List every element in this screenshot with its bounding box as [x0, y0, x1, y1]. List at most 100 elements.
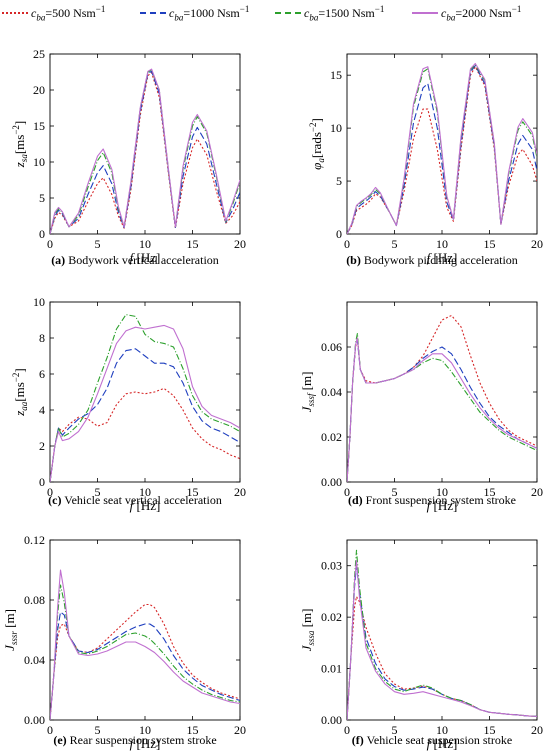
y-tick-label: 0.02 [321, 610, 342, 624]
y-tick-label: 6 [39, 367, 45, 381]
y-tick-label: 15 [330, 68, 342, 82]
chart-panel-a: 0 5 10 15 20 0 5 10 15 20 25 f [Hz] zsa[ms−2] (a) Bod… [11, 47, 246, 267]
x-tick-label: 10 [436, 723, 448, 737]
legend-swatch [275, 12, 301, 15]
legend-item: cba=2000 Nsm−1 [412, 4, 521, 22]
x-tick-label: 5 [95, 485, 101, 499]
y-tick-label: 15 [33, 119, 45, 133]
panel-caption: (a) Bodywork vertical acceleration [51, 253, 219, 267]
series-line [50, 72, 240, 234]
y-tick-label: 0.04 [24, 653, 45, 667]
y-tick-label: 25 [33, 47, 45, 61]
x-tick-label: 5 [95, 723, 101, 737]
y-tick-label: 5 [39, 191, 45, 205]
x-tick-label: 5 [392, 237, 398, 251]
series-line [347, 337, 537, 482]
legend-item: cba=500 Nsm−1 [2, 4, 105, 22]
chart-panel-f: 0 5 10 15 20 0.00 0.01 0.02 0.03 f [Hz] Jsssa [m] (… [299, 539, 543, 751]
series-line [347, 560, 537, 720]
legend-swatch [140, 12, 166, 15]
y-tick-label: 0 [336, 227, 342, 241]
y-tick-label: 0.00 [321, 475, 342, 489]
x-tick-label: 10 [139, 723, 151, 737]
legend-label: cba=500 Nsm−1 [31, 4, 106, 23]
y-tick-label: 8 [39, 331, 45, 345]
x-tick-label: 5 [392, 485, 398, 499]
x-tick-label: 10 [436, 237, 448, 251]
y-tick-label: 0.06 [321, 340, 342, 354]
y-tick-label: 10 [330, 121, 342, 135]
y-axis-label: zaa[ms−2] [11, 368, 29, 416]
legend-label: cba=2000 Nsm−1 [441, 4, 522, 23]
panel-caption: (f) Vehicle seat suspension stroke [352, 733, 512, 747]
x-tick-label: 15 [484, 485, 496, 499]
x-tick-label: 20 [531, 485, 543, 499]
series-line [50, 348, 240, 482]
x-tick-label: 0 [47, 723, 53, 737]
legend-label: cba=1000 Nsm−1 [169, 4, 250, 23]
y-tick-label: 0.12 [24, 533, 45, 547]
x-tick-label: 20 [234, 723, 246, 737]
x-tick-label: 20 [531, 237, 543, 251]
y-axis-label: zsa[ms−2] [11, 121, 29, 169]
y-tick-label: 20 [33, 83, 45, 97]
y-tick-label: 0.08 [24, 593, 45, 607]
x-tick-label: 15 [187, 237, 199, 251]
x-tick-label: 15 [187, 723, 199, 737]
series-line [347, 596, 537, 720]
legend-item: cba=1500 Nsm−1 [275, 4, 384, 22]
y-axis-label: Jsssa [m] [299, 609, 316, 652]
y-tick-label: 4 [39, 403, 45, 417]
x-tick-label: 20 [531, 723, 543, 737]
x-axis-label: f [Hz] [427, 250, 458, 265]
plot-frame [49, 539, 241, 721]
x-tick-label: 10 [139, 237, 151, 251]
series-line [347, 332, 537, 482]
plot-frame [346, 539, 538, 721]
y-axis-label: φa[rads−2] [308, 118, 326, 170]
legend-swatch [2, 12, 28, 15]
y-tick-label: 0.02 [321, 430, 342, 444]
series-line [347, 62, 537, 234]
chart-panel-b: 0 5 10 15 20 0 5 10 15 f [Hz] φa[rads−2] (b) Bodywo… [308, 53, 543, 267]
series-line [50, 611, 240, 720]
x-tick-label: 0 [344, 485, 350, 499]
series-line [347, 314, 537, 482]
panel-caption: (b) Bodywork pitching acceleration [346, 253, 518, 267]
x-tick-label: 20 [234, 485, 246, 499]
y-tick-label: 10 [33, 295, 45, 309]
series-line [50, 569, 240, 720]
x-tick-label: 5 [95, 237, 101, 251]
x-axis-label: f [Hz] [427, 736, 458, 751]
plot-frame [346, 53, 538, 235]
series-line [50, 314, 240, 482]
series-line [50, 70, 240, 234]
chart-panel-d: 0 5 10 15 20 0.00 0.02 0.04 0.06 f [Hz] Jsssf [m] (… [299, 301, 543, 513]
x-axis-label: f [Hz] [130, 498, 161, 513]
series-line [50, 69, 240, 234]
y-tick-label: 0.04 [321, 385, 342, 399]
chart-panel-e: 0 5 10 15 20 0.00 0.04 0.08 0.12 f [Hz] Jsssr [m] (… [2, 533, 246, 751]
series-line [50, 387, 240, 482]
y-tick-label: 0.03 [321, 559, 342, 573]
x-tick-label: 20 [234, 237, 246, 251]
x-axis-label: f [Hz] [130, 736, 161, 751]
x-tick-label: 10 [139, 485, 151, 499]
series-line [347, 339, 537, 482]
series-line [50, 603, 240, 720]
legend: cba=500 Nsm−1 cba=1000 Nsm−1 cba=1500 Nsm−… [0, 0, 550, 26]
y-axis-label: Jsssr [m] [2, 609, 19, 651]
y-tick-label: 0 [39, 227, 45, 241]
x-tick-label: 15 [484, 723, 496, 737]
x-tick-label: 10 [436, 485, 448, 499]
y-tick-label: 0.00 [24, 713, 45, 727]
y-tick-label: 0.01 [321, 662, 342, 676]
series-line [50, 324, 240, 482]
x-tick-label: 15 [187, 485, 199, 499]
y-tick-label: 2 [39, 439, 45, 453]
plot-frame [49, 53, 241, 235]
series-line [50, 68, 240, 234]
series-line [347, 65, 537, 234]
